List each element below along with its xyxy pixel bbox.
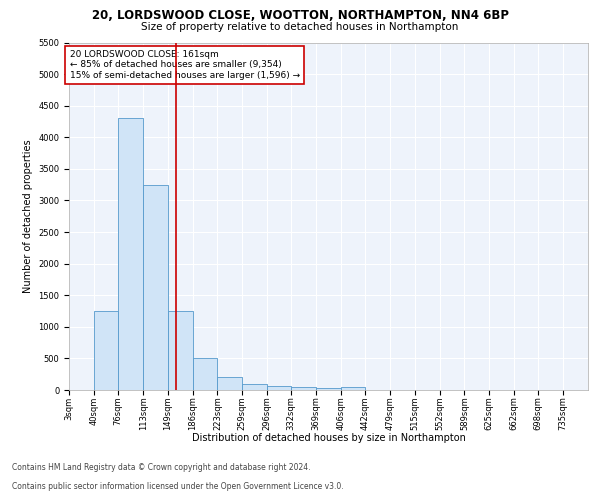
Text: Contains public sector information licensed under the Open Government Licence v3: Contains public sector information licen… (12, 482, 344, 491)
Bar (143, 184, 167, 390)
Bar (118, 118, 143, 390)
Bar (167, 311, 193, 390)
Y-axis label: Number of detached properties: Number of detached properties (23, 140, 32, 293)
Text: 20, LORDSWOOD CLOSE, WOOTTON, NORTHAMPTON, NN4 6BP: 20, LORDSWOOD CLOSE, WOOTTON, NORTHAMPTO… (91, 9, 509, 22)
Bar (267, 386, 291, 390)
Bar (341, 387, 365, 390)
Text: Size of property relative to detached houses in Northampton: Size of property relative to detached ho… (142, 22, 458, 32)
Text: 20 LORDSWOOD CLOSE: 161sqm
← 85% of detached houses are smaller (9,354)
15% of s: 20 LORDSWOOD CLOSE: 161sqm ← 85% of deta… (70, 50, 300, 80)
Bar (217, 378, 242, 390)
Bar (193, 358, 217, 390)
X-axis label: Distribution of detached houses by size in Northampton: Distribution of detached houses by size … (191, 433, 466, 443)
Text: Contains HM Land Registry data © Crown copyright and database right 2024.: Contains HM Land Registry data © Crown c… (12, 464, 311, 472)
Bar (94, 311, 118, 390)
Bar (242, 384, 267, 390)
Bar (291, 387, 316, 390)
Bar (316, 388, 341, 390)
